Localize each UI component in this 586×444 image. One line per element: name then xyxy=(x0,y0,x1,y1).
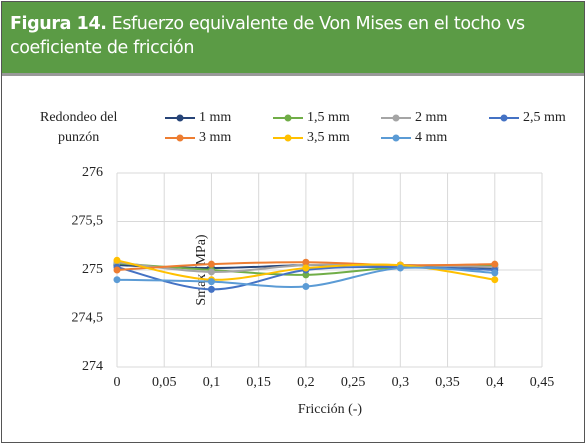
point xyxy=(396,264,404,272)
point xyxy=(113,276,121,284)
x-tick-label: 0,1 xyxy=(203,375,221,390)
point xyxy=(491,260,499,268)
chart-title: Esfuerzo equivalente de Von Mises en el … xyxy=(10,14,525,58)
legend-label: 1,5 mm xyxy=(307,110,350,125)
x-tick-label: 0,4 xyxy=(486,375,504,390)
point xyxy=(491,276,499,284)
legend-marker xyxy=(392,134,400,142)
separator xyxy=(2,73,584,76)
x-tick-label: 0,45 xyxy=(530,375,555,390)
x-tick-label: 0,25 xyxy=(341,375,366,390)
legend-title: Redondeo del punzón xyxy=(40,110,117,145)
point xyxy=(491,269,499,277)
y-tick-label: 275,5 xyxy=(72,214,104,229)
x-tick-label: 0,3 xyxy=(392,375,410,390)
x-axis-label: Fricción (-) xyxy=(298,402,362,417)
point xyxy=(302,258,310,266)
legend-marker xyxy=(176,114,184,122)
x-tick-label: 0 xyxy=(114,375,121,390)
point xyxy=(207,268,215,276)
legend-label: 4 mm xyxy=(415,130,447,145)
legend-label: 2,5 mm xyxy=(523,110,566,125)
point xyxy=(302,282,310,290)
legend-label: 2 mm xyxy=(415,110,447,125)
point xyxy=(302,271,310,279)
legend-marker xyxy=(392,114,400,122)
y-tick-label: 276 xyxy=(82,165,103,180)
point xyxy=(302,264,310,272)
legend-marker xyxy=(500,114,508,122)
point xyxy=(207,278,215,286)
legend-label: 3,5 mm xyxy=(307,130,350,145)
point xyxy=(207,260,215,268)
point xyxy=(113,266,121,274)
y-tick-label: 275 xyxy=(82,262,103,277)
legend-label: 3 mm xyxy=(199,130,231,145)
point xyxy=(207,285,215,293)
point xyxy=(113,256,121,264)
legend-label: 1 mm xyxy=(199,110,231,125)
y-tick-label: 274 xyxy=(82,359,103,374)
y-tick-label: 274,5 xyxy=(72,311,104,326)
x-tick-label: 0,05 xyxy=(152,375,177,390)
legend-marker xyxy=(284,114,292,122)
legend-marker xyxy=(284,134,292,142)
figure-header: Figura 14. Esfuerzo equivalente de Von M… xyxy=(2,2,584,73)
x-tick-label: 0,15 xyxy=(246,375,271,390)
legend-marker xyxy=(176,134,184,142)
figure-label: Figura 14. xyxy=(10,14,107,34)
x-tick-label: 0,2 xyxy=(297,375,315,390)
x-tick-label: 0,35 xyxy=(435,375,460,390)
